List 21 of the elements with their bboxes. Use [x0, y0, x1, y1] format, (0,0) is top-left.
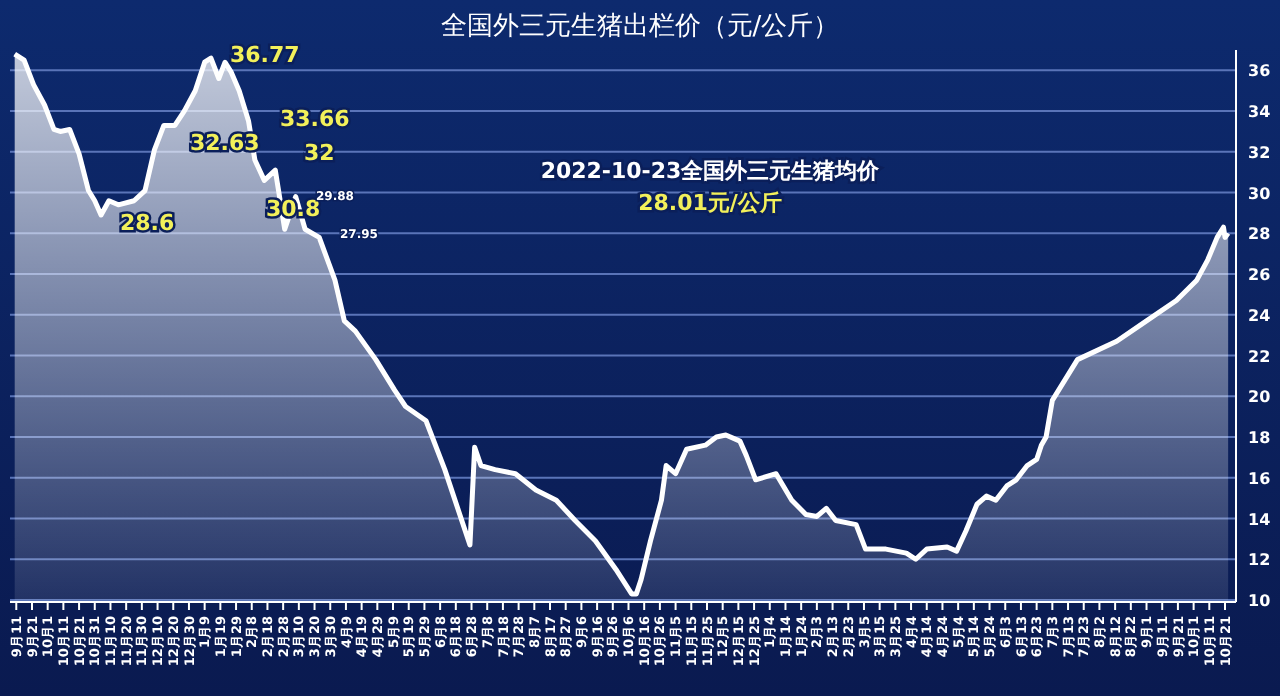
y-tick-label: 34 — [1248, 103, 1272, 122]
annotation: 32 — [304, 140, 335, 166]
y-tick-label: 12 — [1248, 551, 1271, 570]
y-tick-label: 14 — [1248, 510, 1272, 529]
y-tick-label: 30 — [1248, 184, 1272, 203]
y-tick-label: 16 — [1248, 469, 1272, 488]
y-tick-label: 28 — [1248, 225, 1272, 244]
annotation: 28.01元/公斤 — [638, 190, 782, 216]
annotation: 2022-10-23全国外三元生猪均价 — [540, 158, 882, 184]
annotation: 28.6 — [120, 210, 175, 236]
y-tick-label: 10 — [1248, 592, 1272, 610]
y-tick-label: 22 — [1248, 347, 1271, 366]
y-tick-label: 24 — [1248, 306, 1272, 325]
y-tick-label: 20 — [1248, 388, 1272, 407]
y-tick-label: 32 — [1248, 143, 1271, 162]
annotation: 36.77 — [230, 42, 300, 68]
y-tick-label: 18 — [1248, 429, 1272, 448]
y-tick-label: 36 — [1248, 62, 1272, 81]
chart-title: 全国外三元生猪出栏价（元/公斤） — [440, 12, 840, 42]
y-tick-label: 26 — [1248, 266, 1272, 285]
annotation: 33.66 — [280, 106, 351, 132]
